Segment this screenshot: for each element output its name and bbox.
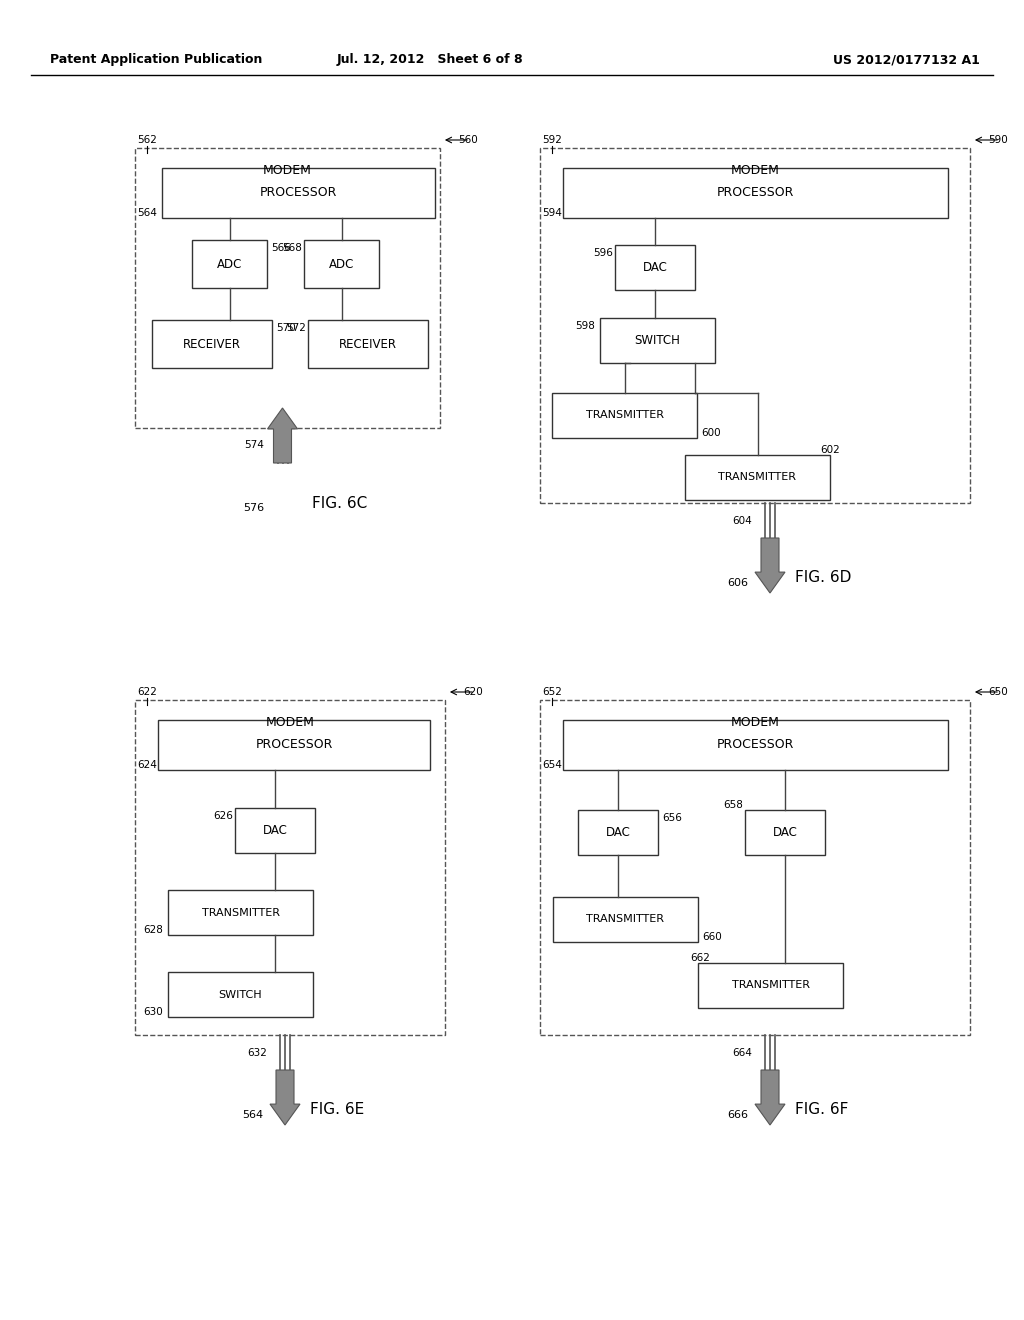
- FancyArrow shape: [270, 1071, 300, 1125]
- Bar: [304, 240, 379, 288]
- Text: FIG. 6F: FIG. 6F: [795, 1102, 848, 1118]
- Text: DAC: DAC: [262, 824, 288, 837]
- Text: 600: 600: [701, 428, 721, 438]
- Text: DAC: DAC: [605, 826, 631, 840]
- Text: MODEM: MODEM: [730, 164, 779, 177]
- Text: US 2012/0177132 A1: US 2012/0177132 A1: [834, 54, 980, 66]
- Bar: [234, 808, 315, 853]
- Bar: [135, 700, 445, 1035]
- Bar: [162, 168, 435, 218]
- Text: 568: 568: [282, 243, 302, 253]
- Bar: [540, 148, 970, 503]
- Text: Patent Application Publication: Patent Application Publication: [50, 54, 262, 66]
- FancyArrow shape: [755, 539, 785, 593]
- Text: PROCESSOR: PROCESSOR: [255, 738, 333, 751]
- Text: 666: 666: [727, 1110, 748, 1119]
- Bar: [168, 972, 313, 1016]
- Text: 654: 654: [542, 760, 562, 770]
- Text: 652: 652: [542, 686, 562, 697]
- FancyArrow shape: [755, 1071, 785, 1125]
- Text: 562: 562: [137, 135, 157, 145]
- Text: TRANSMITTER: TRANSMITTER: [587, 915, 665, 924]
- Text: SWITCH: SWITCH: [219, 990, 262, 999]
- Text: 658: 658: [723, 800, 742, 810]
- Text: 620: 620: [463, 686, 483, 697]
- Bar: [158, 719, 430, 770]
- Text: 570: 570: [276, 323, 296, 333]
- Bar: [615, 246, 695, 290]
- Text: FIG. 6C: FIG. 6C: [312, 495, 368, 511]
- Text: 590: 590: [988, 135, 1008, 145]
- Bar: [563, 168, 948, 218]
- Bar: [552, 393, 697, 438]
- Text: 574: 574: [245, 441, 264, 450]
- Text: TRANSMITTER: TRANSMITTER: [719, 473, 797, 483]
- Text: 572: 572: [286, 323, 306, 333]
- Text: RECEIVER: RECEIVER: [183, 338, 241, 351]
- Text: 664: 664: [732, 1048, 752, 1057]
- Text: 632: 632: [247, 1048, 267, 1057]
- Text: 596: 596: [593, 248, 613, 257]
- Text: 622: 622: [137, 686, 157, 697]
- Bar: [698, 964, 843, 1008]
- Bar: [152, 319, 272, 368]
- Text: DAC: DAC: [772, 826, 798, 840]
- Text: 566: 566: [271, 243, 291, 253]
- Text: RECEIVER: RECEIVER: [339, 338, 397, 351]
- Text: 660: 660: [702, 932, 722, 942]
- Text: TRANSMITTER: TRANSMITTER: [202, 908, 280, 917]
- Text: FIG. 6D: FIG. 6D: [795, 570, 851, 586]
- Text: 602: 602: [820, 445, 840, 455]
- Text: TRANSMITTER: TRANSMITTER: [731, 981, 810, 990]
- Bar: [685, 455, 830, 500]
- Text: 650: 650: [988, 686, 1008, 697]
- Text: PROCESSOR: PROCESSOR: [717, 186, 795, 199]
- Bar: [563, 719, 948, 770]
- Text: 592: 592: [542, 135, 562, 145]
- Text: 628: 628: [143, 925, 163, 935]
- Text: PROCESSOR: PROCESSOR: [260, 186, 337, 199]
- Text: MODEM: MODEM: [265, 715, 314, 729]
- Bar: [193, 240, 267, 288]
- Bar: [135, 148, 440, 428]
- Text: 626: 626: [213, 810, 232, 821]
- Text: 662: 662: [690, 953, 710, 964]
- Text: DAC: DAC: [643, 261, 668, 275]
- FancyArrow shape: [267, 408, 298, 463]
- Text: Jul. 12, 2012   Sheet 6 of 8: Jul. 12, 2012 Sheet 6 of 8: [337, 54, 523, 66]
- Text: 594: 594: [542, 209, 562, 218]
- Bar: [553, 898, 698, 942]
- Bar: [308, 319, 428, 368]
- Text: 564: 564: [137, 209, 157, 218]
- Text: 576: 576: [244, 503, 264, 513]
- Text: 656: 656: [662, 813, 682, 822]
- Text: 598: 598: [575, 321, 595, 331]
- Text: ADC: ADC: [217, 257, 243, 271]
- Bar: [168, 890, 313, 935]
- Text: SWITCH: SWITCH: [635, 334, 680, 347]
- Bar: [578, 810, 658, 855]
- Text: 630: 630: [143, 1007, 163, 1016]
- Text: PROCESSOR: PROCESSOR: [717, 738, 795, 751]
- Bar: [540, 700, 970, 1035]
- Text: 604: 604: [732, 516, 752, 525]
- Text: MODEM: MODEM: [263, 164, 312, 177]
- Text: FIG. 6E: FIG. 6E: [310, 1102, 365, 1118]
- Text: TRANSMITTER: TRANSMITTER: [586, 411, 664, 421]
- Bar: [745, 810, 825, 855]
- Bar: [600, 318, 715, 363]
- Text: 564: 564: [242, 1110, 263, 1119]
- Text: 606: 606: [727, 578, 748, 587]
- Text: ADC: ADC: [329, 257, 354, 271]
- Text: MODEM: MODEM: [730, 715, 779, 729]
- Text: 624: 624: [137, 760, 157, 770]
- Text: 560: 560: [459, 135, 478, 145]
